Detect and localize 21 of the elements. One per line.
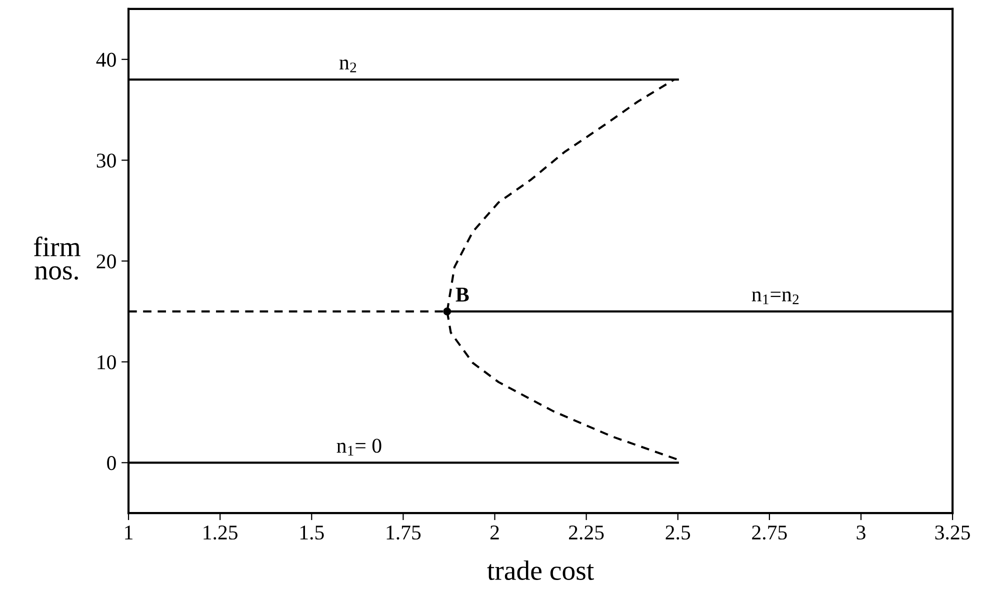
series-label: B bbox=[456, 288, 469, 302]
x-tick-label: 2 bbox=[490, 526, 499, 540]
y-tick-label: 40 bbox=[96, 52, 116, 67]
x-tick-label: 1.75 bbox=[386, 526, 421, 540]
x-axis-title: trade cost bbox=[487, 560, 594, 580]
y-axis-title: firm nos. bbox=[34, 236, 80, 280]
series-label: n$_{2}$ bbox=[339, 60, 356, 72]
x-tick-label: 3.25 bbox=[935, 526, 970, 540]
x-tick-label: 1.5 bbox=[300, 526, 324, 540]
y-tick-label: 0 bbox=[107, 456, 116, 470]
series-label: n$_{1}$= 0 bbox=[336, 438, 382, 456]
series-label: n$_{1}$=n$_{2}$ bbox=[752, 291, 799, 304]
y-tick-label: 10 bbox=[98, 355, 116, 370]
x-tick-label: 3 bbox=[856, 526, 866, 540]
x-tick-label: 2.75 bbox=[752, 526, 787, 540]
x-tick-label: 1.25 bbox=[204, 526, 238, 540]
y-tick-label: 20 bbox=[96, 254, 116, 268]
y-tick-label: 30 bbox=[96, 154, 116, 168]
x-tick-label: 2.5 bbox=[666, 526, 690, 540]
x-tick-label: 2.25 bbox=[568, 526, 604, 540]
x-tick-label: 1 bbox=[125, 526, 132, 540]
